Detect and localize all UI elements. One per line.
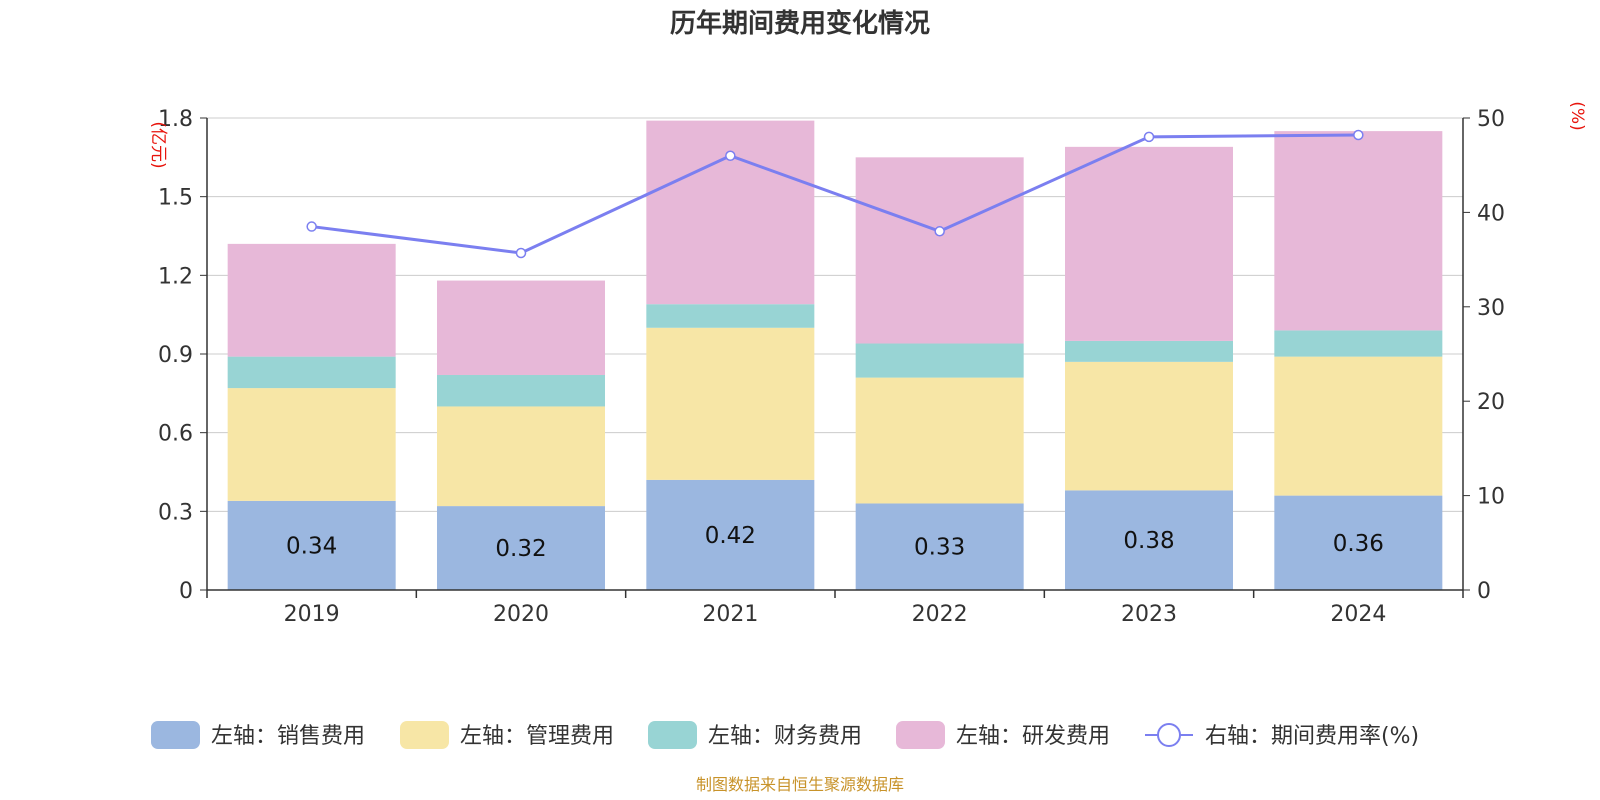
- chart-title: 历年期间费用变化情况: [670, 8, 930, 39]
- bar-data-label: 0.42: [705, 523, 756, 549]
- right-axis-tick-label: 0: [1477, 579, 1491, 604]
- right-axis-unit: (%): [1567, 101, 1587, 130]
- x-axis-tick-label: 2022: [912, 602, 968, 627]
- legend-swatch: [896, 721, 945, 749]
- bar-data-label: 0.36: [1333, 531, 1384, 557]
- legend-label: 左轴：销售费用: [211, 724, 365, 749]
- bar-data-label: 0.32: [495, 536, 546, 562]
- left-axis-tick-label: 0: [179, 579, 193, 604]
- line-point: [1143, 131, 1155, 143]
- left-axis-tick-label: 0.6: [158, 422, 193, 447]
- right-axis-tick-label: 20: [1477, 390, 1505, 415]
- x-axis-tick-label: 2024: [1330, 602, 1386, 627]
- legend-swatch: [400, 721, 449, 749]
- bar-data-label: 0.33: [914, 535, 965, 561]
- line-point: [306, 221, 317, 232]
- left-axis-tick-label: 0.9: [158, 343, 193, 368]
- bar-segment: [1065, 490, 1233, 590]
- axes: 0 0.3 0.6 0.9 1.2 1.5 1.8 0 10 20 30 40 50 2019 2020 20…: [158, 107, 1505, 627]
- bar-segment: [646, 304, 815, 328]
- bar-segment: [855, 503, 1024, 590]
- line-series-path: [311, 133, 1359, 255]
- bar-data-label: 0.34: [286, 533, 337, 559]
- bar-segment: [437, 374, 605, 407]
- bar-segment: [437, 506, 605, 590]
- bar-segment: [437, 280, 605, 375]
- legend-label: 右轴：期间费用率(%): [1205, 724, 1419, 749]
- bar-segment: [227, 243, 396, 357]
- x-axis-tick-label: 2021: [702, 602, 758, 627]
- source-note: 制图数据来自恒生聚源数据库: [696, 775, 904, 794]
- legend-label: 左轴：管理费用: [460, 724, 614, 749]
- bar-series: [227, 120, 1443, 590]
- bar-segment: [1274, 356, 1443, 496]
- right-axis-tick-label: 50: [1477, 107, 1505, 132]
- bar-segment: [855, 343, 1024, 378]
- right-axis-tick-label: 10: [1477, 485, 1505, 510]
- bar-segment: [646, 120, 815, 305]
- line-series: [306, 129, 1364, 259]
- line-point: [1353, 129, 1364, 141]
- x-axis-tick-label: 2019: [284, 602, 340, 627]
- bar-segment: [1274, 495, 1443, 590]
- left-axis-tick-label: 0.3: [158, 500, 193, 525]
- gridlines: [207, 117, 1463, 512]
- bar-segment: [1065, 361, 1233, 491]
- line-point: [725, 150, 736, 162]
- bar-segment: [1274, 330, 1443, 357]
- right-axis-tick-label: 40: [1477, 201, 1505, 226]
- line-point: [515, 247, 527, 259]
- legend-swatch: [151, 721, 200, 749]
- legend-swatch: [648, 721, 697, 749]
- bar-segment: [1274, 131, 1443, 331]
- x-axis-tick-label: 2020: [493, 602, 549, 627]
- bar-segment: [227, 500, 396, 590]
- x-axis-tick-label: 2023: [1121, 602, 1177, 627]
- left-axis-unit: (亿元): [148, 121, 168, 168]
- bar-data-label: 0.38: [1123, 528, 1174, 554]
- legend-label: 左轴：财务费用: [708, 724, 862, 749]
- left-axis-tick-label: 1.5: [158, 186, 193, 211]
- left-axis-tick-label: 1.8: [158, 107, 193, 132]
- legend-marker: [1157, 723, 1181, 747]
- line-point: [934, 226, 945, 237]
- bar-segment: [227, 356, 396, 389]
- bar-segment: [646, 327, 815, 480]
- bar-segment: [1065, 340, 1233, 362]
- bar-segment: [855, 157, 1024, 344]
- bar-labels: 0.34 0.32 0.42 0.33 0.38 0.36: [286, 523, 1384, 562]
- left-axis-tick-label: 1.2: [158, 264, 193, 289]
- bar-segment: [646, 479, 815, 590]
- bar-segment: [855, 377, 1024, 504]
- right-axis-tick-label: 30: [1477, 296, 1505, 321]
- legend-label: 左轴：研发费用: [956, 724, 1110, 749]
- bar-segment: [1065, 146, 1233, 341]
- legend: 左轴：销售费用 左轴：管理费用 左轴：财务费用 左轴：研发费用 右轴：期间费用率(%): [151, 721, 1419, 749]
- bar-segment: [227, 388, 396, 501]
- bar-segment: [437, 406, 605, 507]
